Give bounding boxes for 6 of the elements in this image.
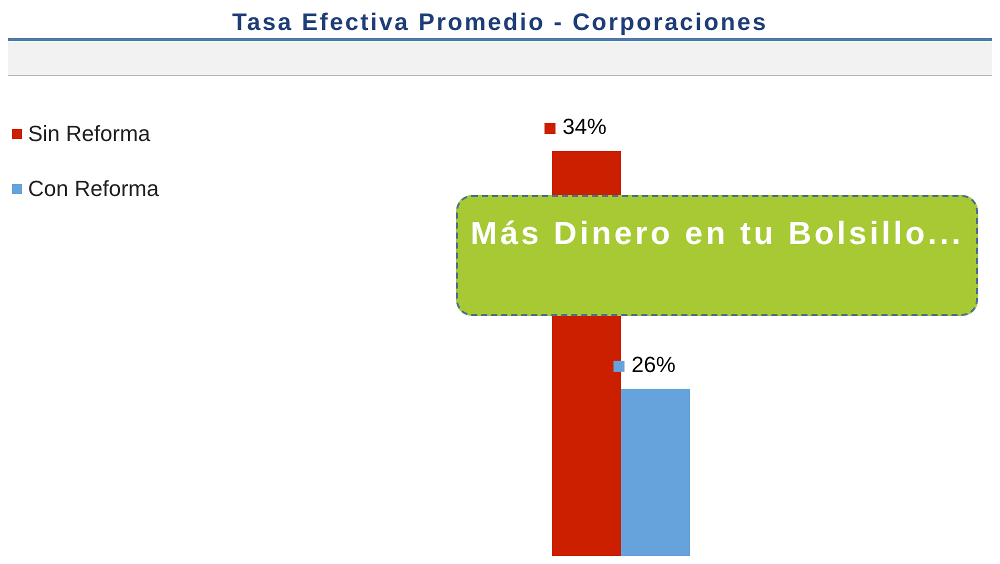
legend-label: Con Reforma [28, 176, 159, 202]
legend-label: Sin Reforma [28, 120, 150, 146]
annotation: Más Dinero en tu Bolsillo... [470, 214, 964, 253]
data-label: 26% [632, 352, 676, 377]
chart-title: Tasa Efectiva Promedio - Corporaciones [8, 8, 992, 38]
data-label: 34% [562, 114, 607, 139]
